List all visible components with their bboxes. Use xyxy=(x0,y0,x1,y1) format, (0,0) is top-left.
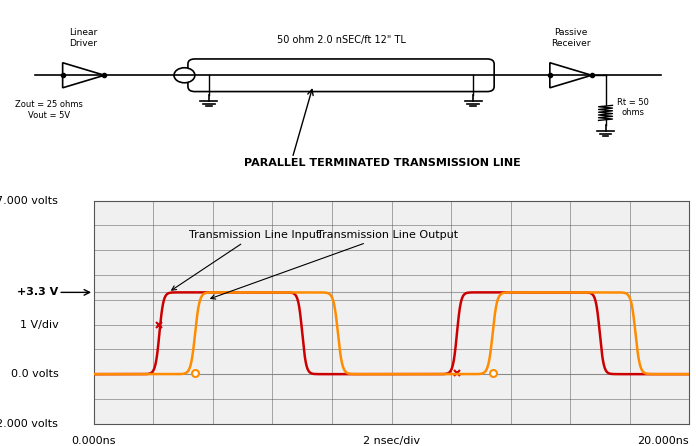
Text: Rt = 50
ohms: Rt = 50 ohms xyxy=(617,98,649,117)
Text: 2 nsec/div: 2 nsec/div xyxy=(363,436,420,446)
Text: 0.0 volts: 0.0 volts xyxy=(10,369,58,379)
Text: 1 V/div: 1 V/div xyxy=(19,320,58,330)
Text: Transmission Line Input: Transmission Line Input xyxy=(172,230,320,290)
Text: Transmission Line Output: Transmission Line Output xyxy=(211,230,458,299)
Text: 7.000 volts: 7.000 volts xyxy=(0,196,58,206)
FancyBboxPatch shape xyxy=(188,59,494,91)
Text: 0.000ns: 0.000ns xyxy=(72,436,116,446)
Text: Linear
Driver: Linear Driver xyxy=(70,28,97,48)
Circle shape xyxy=(174,68,195,83)
Text: Passive
Receiver: Passive Receiver xyxy=(551,28,590,48)
Text: +3.3 V: +3.3 V xyxy=(17,287,58,297)
Text: 50 ohm 2.0 nSEC/ft 12" TL: 50 ohm 2.0 nSEC/ft 12" TL xyxy=(276,35,406,45)
Text: 20.000ns: 20.000ns xyxy=(638,436,689,446)
Text: PARALLEL TERMINATED TRANSMISSION LINE: PARALLEL TERMINATED TRANSMISSION LINE xyxy=(244,158,521,168)
Text: -2.000 volts: -2.000 volts xyxy=(0,419,58,429)
Text: Zout = 25 ohms
Vout = 5V: Zout = 25 ohms Vout = 5V xyxy=(15,100,83,120)
